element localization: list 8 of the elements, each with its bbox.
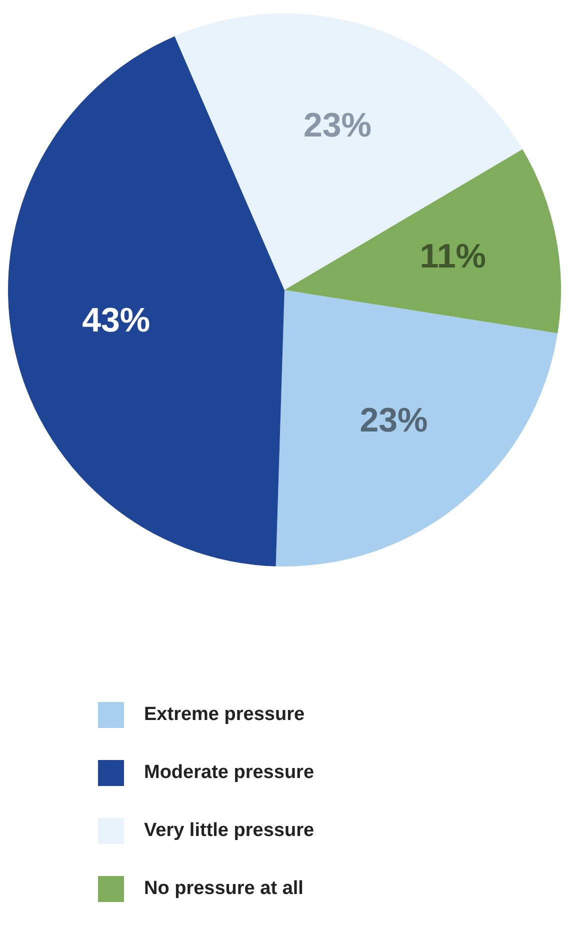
legend-label: Moderate pressure <box>144 762 314 784</box>
legend-label: Very little pressure <box>144 820 314 842</box>
data-label: 23% <box>303 106 372 144</box>
legend-label: Extreme pressure <box>144 704 305 726</box>
data-label: 43% <box>82 302 150 340</box>
data-label: 11% <box>420 237 486 276</box>
data-label: 23% <box>360 401 428 440</box>
legend-label: No pressure at all <box>144 878 304 900</box>
